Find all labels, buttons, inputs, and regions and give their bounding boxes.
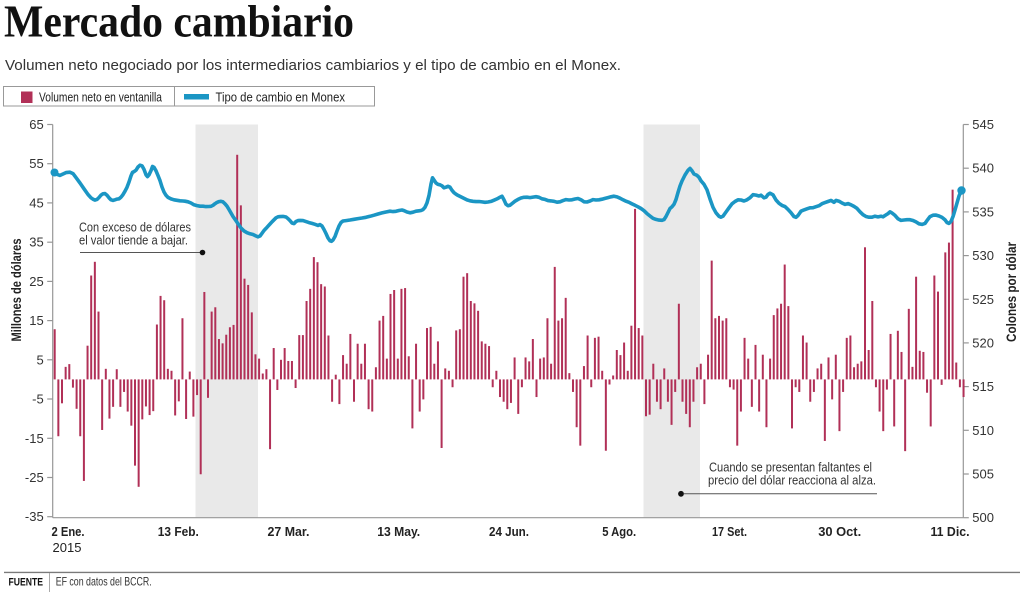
svg-text:525: 525 (972, 292, 994, 307)
svg-text:Con exceso de dólares: Con exceso de dólares (79, 220, 191, 235)
svg-text:-15: -15 (25, 431, 44, 446)
svg-text:precio del dólar reacciona al: precio del dólar reacciona al alza. (708, 473, 876, 488)
svg-text:Tipo de cambio en Monex: Tipo de cambio en Monex (216, 90, 346, 105)
svg-text:Volumen neto negociado por los: Volumen neto negociado por los intermedi… (5, 57, 621, 74)
svg-text:25: 25 (29, 274, 43, 289)
svg-text:27 Mar.: 27 Mar. (268, 524, 310, 539)
svg-text:-25: -25 (25, 470, 44, 485)
svg-text:Volumen neto en ventanilla: Volumen neto en ventanilla (39, 90, 163, 105)
svg-text:2 Ene.: 2 Ene. (52, 524, 85, 539)
svg-text:5 Ago.: 5 Ago. (602, 524, 636, 539)
svg-text:65: 65 (29, 117, 43, 132)
svg-text:-5: -5 (32, 392, 44, 407)
svg-text:530: 530 (972, 248, 994, 263)
svg-text:13 Feb.: 13 Feb. (158, 524, 199, 539)
svg-text:500: 500 (972, 510, 994, 525)
svg-text:5: 5 (36, 352, 43, 367)
svg-text:55: 55 (29, 156, 43, 171)
svg-text:24 Jun.: 24 Jun. (489, 524, 529, 539)
svg-text:515: 515 (972, 379, 994, 394)
svg-text:-35: -35 (25, 509, 44, 524)
svg-text:35: 35 (29, 235, 43, 250)
svg-text:11 Dic.: 11 Dic. (931, 524, 970, 539)
svg-text:15: 15 (29, 313, 43, 328)
svg-text:2015: 2015 (53, 540, 82, 555)
svg-text:540: 540 (972, 161, 994, 176)
svg-text:510: 510 (972, 423, 994, 438)
svg-text:520: 520 (972, 335, 994, 350)
svg-text:Colones por dólar: Colones por dólar (1004, 241, 1019, 342)
svg-text:545: 545 (972, 117, 994, 132)
svg-text:505: 505 (972, 467, 994, 482)
svg-text:FUENTE: FUENTE (9, 577, 44, 589)
svg-text:el valor tiende a bajar.: el valor tiende a bajar. (79, 233, 188, 248)
svg-text:Mercado cambiario: Mercado cambiario (4, 0, 354, 47)
svg-text:30 Oct.: 30 Oct. (818, 524, 861, 539)
svg-text:13 May.: 13 May. (377, 524, 420, 539)
svg-text:17 Set.: 17 Set. (712, 524, 747, 539)
svg-text:45: 45 (29, 195, 43, 210)
svg-text:EF con datos del BCCR.: EF con datos del BCCR. (56, 575, 152, 589)
svg-text:535: 535 (972, 204, 994, 219)
svg-text:Cuando se presentan faltantes: Cuando se presentan faltantes el (709, 460, 872, 475)
svg-text:Millones de dólares: Millones de dólares (9, 239, 24, 342)
